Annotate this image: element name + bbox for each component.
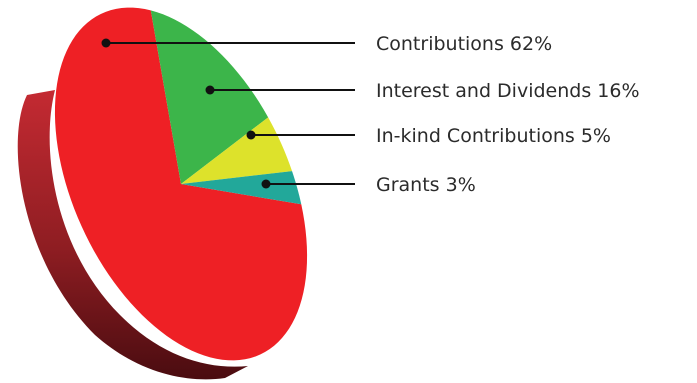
leader-dot [101,38,111,48]
legend-interest-and-dividends: Interest and Dividends 16% [376,80,640,102]
pie-3d-edge [17,90,248,380]
slice-grants [181,171,302,205]
slice-interest-and-dividends [150,10,269,185]
legend-grants: Grants 3% [376,174,476,196]
legend-in-kind-contributions: In-kind Contributions 5% [376,125,611,147]
leader-dot [261,179,271,189]
leader-dot [205,85,215,95]
legend-contributions: Contributions 62% [376,33,552,55]
leader-dot [246,130,256,140]
slice-contributions [54,7,308,361]
